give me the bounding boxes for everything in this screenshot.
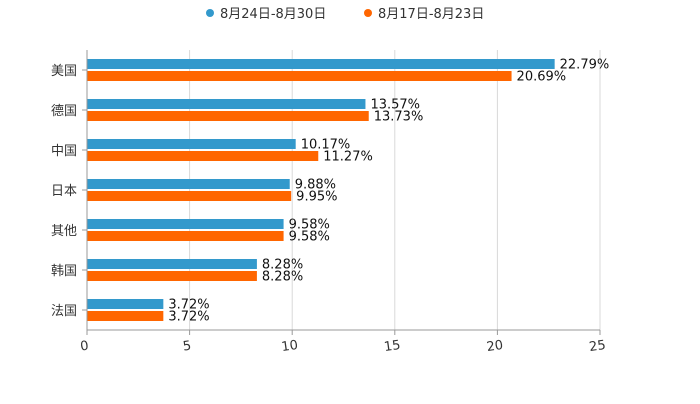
category-label: 韩国 xyxy=(51,264,77,279)
category-label: 德国 xyxy=(51,104,77,119)
grid-lines xyxy=(189,50,601,330)
legend-label-series-2: 8月17日-8月23日 xyxy=(378,7,484,22)
category-label: 其他 xyxy=(51,224,77,239)
x-tick-label: 20 xyxy=(486,338,504,355)
bar-series-1 xyxy=(87,219,284,229)
legend-label-series-1: 8月24日-8月30日 xyxy=(220,7,326,22)
category-label: 美国 xyxy=(51,64,77,79)
data-label-series-1: 22.79% xyxy=(560,58,610,73)
data-label-series-1: 13.57% xyxy=(370,98,420,113)
x-tick-label: 0 xyxy=(79,339,89,355)
bars xyxy=(87,59,555,321)
bar-series-2 xyxy=(87,311,164,321)
data-label-series-1: 3.72% xyxy=(168,298,209,313)
data-label-series-2: 8.28% xyxy=(262,270,303,285)
bar-series-1 xyxy=(87,299,164,309)
data-label-series-1: 9.58% xyxy=(289,218,330,233)
bar-series-1 xyxy=(87,179,290,189)
bar-series-1 xyxy=(87,59,555,69)
data-label-series-1: 9.88% xyxy=(295,178,336,193)
category-label: 法国 xyxy=(51,304,77,319)
bar-series-2 xyxy=(87,191,292,201)
x-tick-label: 25 xyxy=(588,338,606,355)
legend-item-series-1[interactable]: 8月24日-8月30日 xyxy=(206,7,326,22)
bar-series-1 xyxy=(87,259,257,269)
data-label-series-2: 13.73% xyxy=(374,110,424,125)
x-tick-label: 15 xyxy=(383,338,401,355)
bar-series-2 xyxy=(87,151,319,161)
data-label-series-2: 3.72% xyxy=(168,310,209,325)
x-axis: 0 5 10 15 20 25 xyxy=(79,329,607,355)
data-label-series-1: 10.17% xyxy=(301,138,351,153)
legend-marker-series-1 xyxy=(206,9,214,17)
data-label-series-2: 9.58% xyxy=(289,230,330,245)
bar-series-1 xyxy=(87,99,366,109)
bar-series-2 xyxy=(87,231,284,241)
bar-series-2 xyxy=(87,111,369,121)
x-tick-label: 5 xyxy=(182,339,192,355)
legend-marker-series-2 xyxy=(364,9,372,17)
data-label-series-2: 20.69% xyxy=(517,70,567,85)
bar-series-2 xyxy=(87,271,257,281)
data-label-series-2: 9.95% xyxy=(296,190,337,205)
category-label: 中国 xyxy=(51,144,77,159)
data-label-series-2: 11.27% xyxy=(323,150,373,165)
x-tick-label: 10 xyxy=(280,338,298,355)
category-label: 日本 xyxy=(51,184,77,199)
data-label-series-1: 8.28% xyxy=(262,258,303,273)
bar-series-2 xyxy=(87,71,512,81)
data-labels: 22.79%20.69% 13.57%13.73% 10.17%11.27% 9.88… xyxy=(168,58,609,325)
bar-series-1 xyxy=(87,139,296,149)
legend: 8月24日-8月30日 8月17日-8月23日 xyxy=(206,7,484,22)
legend-item-series-2[interactable]: 8月17日-8月23日 xyxy=(364,7,484,22)
